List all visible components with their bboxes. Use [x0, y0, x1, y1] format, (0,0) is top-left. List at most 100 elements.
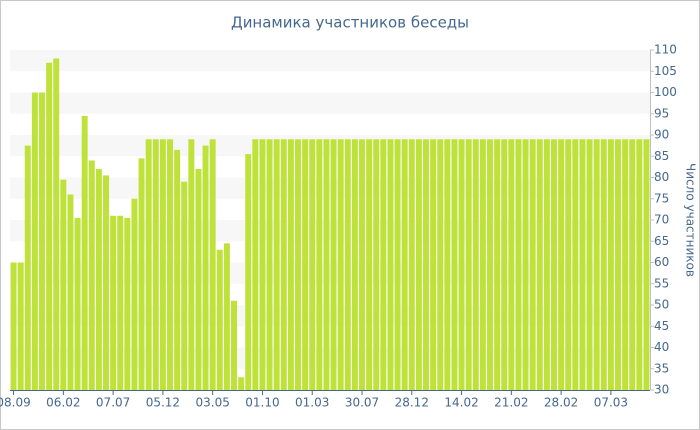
x-tick-label: 07.07 [96, 396, 130, 410]
x-tick-label: 28.12 [395, 396, 429, 410]
bar [24, 145, 31, 390]
bar [387, 139, 394, 390]
bar [202, 145, 209, 390]
bar [451, 139, 458, 390]
bar [593, 139, 600, 390]
y-tick-label: 90 [654, 128, 669, 142]
bar [366, 139, 373, 390]
bar [458, 139, 465, 390]
bar [551, 139, 557, 390]
bar [273, 139, 280, 390]
bar [586, 139, 593, 390]
bar [408, 139, 415, 390]
y-tick-label: 110 [654, 43, 677, 57]
bar [508, 139, 515, 390]
bar [280, 139, 287, 390]
y-tick-label: 85 [654, 149, 669, 163]
bar [81, 115, 88, 390]
x-tick-label: 06.02 [46, 396, 80, 410]
bar [472, 139, 479, 390]
bar [465, 139, 472, 390]
bar [394, 139, 401, 390]
bar [401, 139, 408, 390]
bar [536, 139, 543, 390]
bar [95, 169, 102, 390]
bar [515, 139, 522, 390]
bar [245, 154, 252, 390]
bar [159, 139, 166, 390]
bar [67, 194, 74, 390]
y-tick-label: 60 [654, 255, 669, 269]
bar [415, 139, 422, 390]
grid-band [10, 92, 650, 114]
x-tick-label: 21.02 [494, 396, 528, 410]
bar [501, 139, 508, 390]
bar [622, 139, 629, 390]
y-tick-label: 40 [654, 340, 669, 354]
bar [344, 139, 351, 390]
bar [103, 175, 109, 390]
bar [74, 217, 81, 390]
bar [181, 181, 188, 390]
bar [543, 139, 550, 390]
grid-band [10, 50, 650, 72]
bar [600, 139, 607, 390]
y-tick-label: 45 [654, 319, 669, 333]
bar [629, 139, 636, 390]
bar [636, 139, 643, 390]
bar [430, 139, 437, 390]
bar [31, 92, 38, 390]
y-tick-label: 105 [654, 64, 677, 78]
y-tick-label: 30 [654, 383, 669, 397]
y-tick-label: 95 [654, 106, 669, 120]
y-tick-label: 80 [654, 170, 669, 184]
bar [167, 139, 173, 390]
bar [231, 300, 237, 390]
chart-title: Динамика участников беседы [231, 14, 469, 32]
x-tick-label: 08.09 [0, 396, 31, 410]
bar [223, 243, 230, 390]
bar [238, 377, 245, 390]
x-tick-label: 01.03 [295, 396, 329, 410]
y-tick-label: 100 [654, 85, 677, 99]
x-tick-label: 01.10 [245, 396, 279, 410]
x-tick-label: 05.12 [146, 396, 180, 410]
bar [487, 139, 493, 390]
bar [615, 139, 621, 390]
bar [316, 139, 323, 390]
bar [131, 198, 138, 390]
bar [558, 139, 565, 390]
bar [423, 139, 429, 390]
x-tick-label: 30.07 [345, 396, 379, 410]
bar [53, 58, 60, 390]
bar [643, 139, 650, 390]
bar [351, 139, 358, 390]
bar [145, 139, 152, 390]
bar [323, 139, 330, 390]
y-tick-label: 35 [654, 361, 669, 375]
bar [380, 139, 387, 390]
x-tick-label: 28.02 [544, 396, 578, 410]
bar [302, 139, 309, 390]
bar [117, 215, 124, 390]
bar [259, 139, 266, 390]
bar [138, 158, 145, 390]
x-tick-label: 07.03 [594, 396, 628, 410]
bar [60, 179, 67, 390]
bar [209, 139, 216, 390]
bar [188, 139, 195, 390]
y-tick-label: 65 [654, 234, 669, 248]
bar [252, 139, 259, 390]
bar [494, 139, 501, 390]
bar [88, 160, 95, 390]
bar [330, 139, 337, 390]
bar [479, 139, 486, 390]
bar [46, 62, 53, 390]
bar [39, 92, 45, 390]
y-tick-label: 75 [654, 191, 669, 205]
bar [195, 169, 202, 390]
bar [444, 139, 451, 390]
bar [174, 149, 181, 390]
